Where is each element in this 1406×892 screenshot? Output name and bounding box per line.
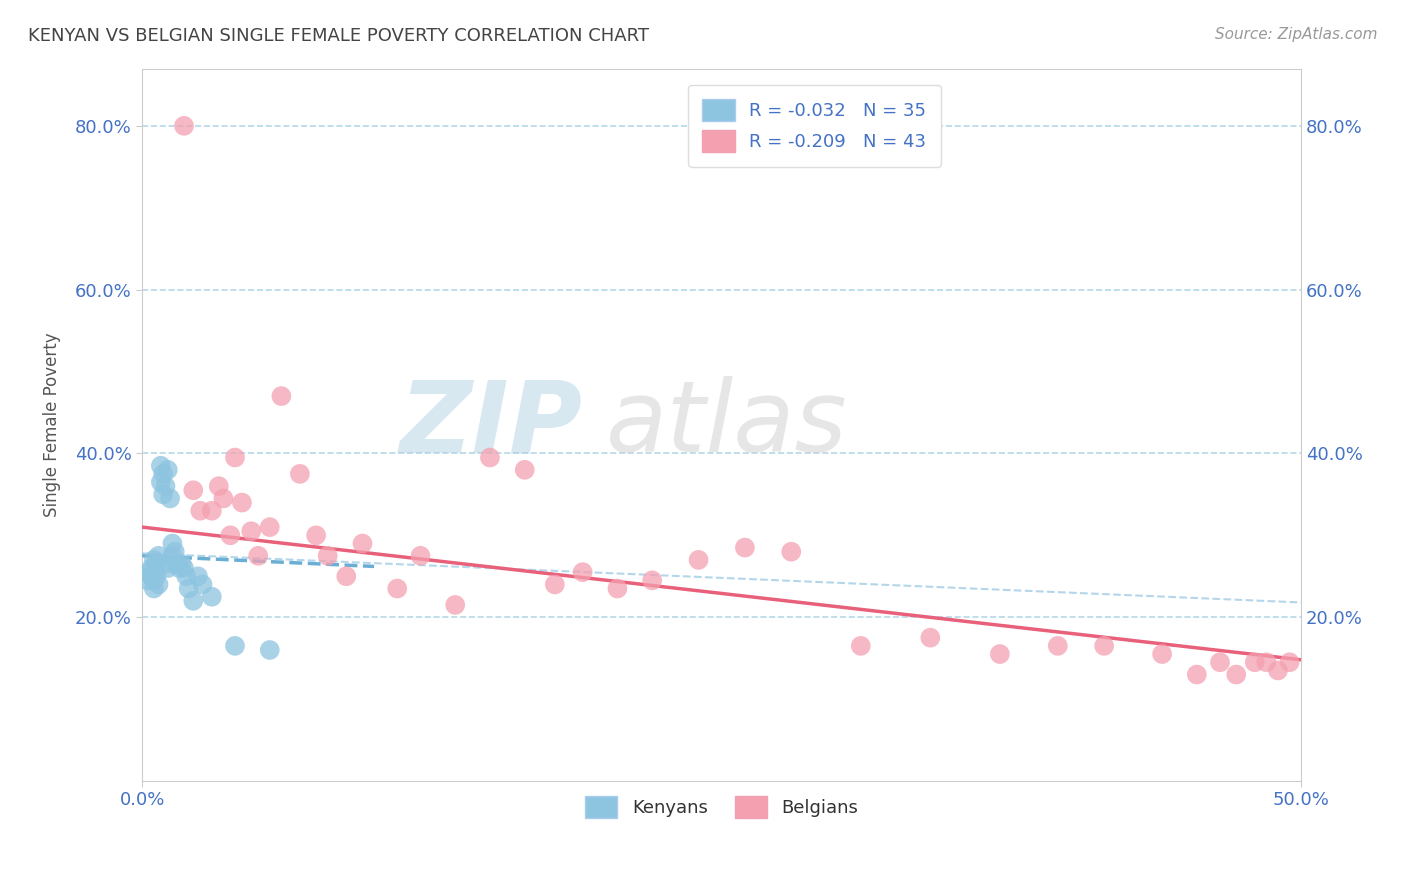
Point bbox=[1046, 639, 1069, 653]
Point bbox=[201, 590, 224, 604]
Point bbox=[166, 557, 188, 571]
Point bbox=[688, 553, 710, 567]
Point bbox=[1243, 655, 1265, 669]
Point bbox=[1256, 655, 1278, 669]
Point bbox=[1092, 639, 1115, 653]
Point bbox=[149, 458, 172, 473]
Point bbox=[136, 574, 159, 588]
Point bbox=[387, 582, 409, 596]
Point bbox=[155, 479, 177, 493]
Point bbox=[409, 549, 432, 563]
Point bbox=[544, 577, 567, 591]
Text: KENYAN VS BELGIAN SINGLE FEMALE POVERTY CORRELATION CHART: KENYAN VS BELGIAN SINGLE FEMALE POVERTY … bbox=[28, 27, 650, 45]
Point bbox=[163, 544, 186, 558]
Point bbox=[478, 450, 501, 465]
Point bbox=[188, 504, 211, 518]
Point bbox=[270, 389, 292, 403]
Point bbox=[159, 491, 181, 506]
Point bbox=[162, 536, 184, 550]
Point bbox=[444, 598, 467, 612]
Point bbox=[152, 467, 174, 481]
Point bbox=[201, 504, 224, 518]
Point bbox=[191, 577, 214, 591]
Point bbox=[141, 561, 163, 575]
Point bbox=[240, 524, 263, 539]
Point bbox=[149, 475, 172, 489]
Point bbox=[142, 574, 165, 588]
Point bbox=[155, 557, 177, 571]
Point bbox=[316, 549, 339, 563]
Point bbox=[176, 569, 198, 583]
Point bbox=[571, 565, 593, 579]
Point bbox=[734, 541, 756, 555]
Point bbox=[187, 569, 209, 583]
Point bbox=[142, 582, 165, 596]
Text: ZIP: ZIP bbox=[399, 376, 582, 474]
Point bbox=[1209, 655, 1232, 669]
Point bbox=[219, 528, 242, 542]
Point bbox=[305, 528, 328, 542]
Point bbox=[231, 495, 253, 509]
Point bbox=[141, 569, 163, 583]
Point bbox=[173, 561, 195, 575]
Point bbox=[920, 631, 942, 645]
Point bbox=[259, 520, 281, 534]
Point bbox=[224, 639, 246, 653]
Point bbox=[169, 561, 191, 575]
Point bbox=[208, 479, 231, 493]
Point bbox=[148, 549, 170, 563]
Point bbox=[247, 549, 270, 563]
Point bbox=[780, 544, 803, 558]
Point bbox=[1185, 667, 1208, 681]
Point bbox=[152, 487, 174, 501]
Point bbox=[162, 549, 184, 563]
Point bbox=[177, 582, 200, 596]
Point bbox=[849, 639, 872, 653]
Point bbox=[156, 463, 179, 477]
Point bbox=[181, 594, 204, 608]
Point bbox=[156, 561, 179, 575]
Point bbox=[145, 557, 167, 571]
Text: atlas: atlas bbox=[606, 376, 848, 474]
Point bbox=[224, 450, 246, 465]
Point bbox=[142, 553, 165, 567]
Point bbox=[212, 491, 235, 506]
Point bbox=[138, 565, 160, 579]
Point bbox=[1267, 664, 1289, 678]
Point bbox=[513, 463, 536, 477]
Legend: Kenyans, Belgians: Kenyans, Belgians bbox=[578, 789, 866, 825]
Y-axis label: Single Female Poverty: Single Female Poverty bbox=[44, 333, 60, 517]
Point bbox=[988, 647, 1011, 661]
Point bbox=[288, 467, 311, 481]
Point bbox=[181, 483, 204, 498]
Point bbox=[170, 557, 193, 571]
Point bbox=[173, 119, 195, 133]
Point bbox=[335, 569, 357, 583]
Point bbox=[145, 569, 167, 583]
Point bbox=[352, 536, 374, 550]
Point bbox=[148, 577, 170, 591]
Text: Source: ZipAtlas.com: Source: ZipAtlas.com bbox=[1215, 27, 1378, 42]
Point bbox=[1278, 655, 1301, 669]
Point bbox=[259, 643, 281, 657]
Point bbox=[641, 574, 664, 588]
Point bbox=[1152, 647, 1174, 661]
Point bbox=[606, 582, 628, 596]
Point bbox=[1225, 667, 1247, 681]
